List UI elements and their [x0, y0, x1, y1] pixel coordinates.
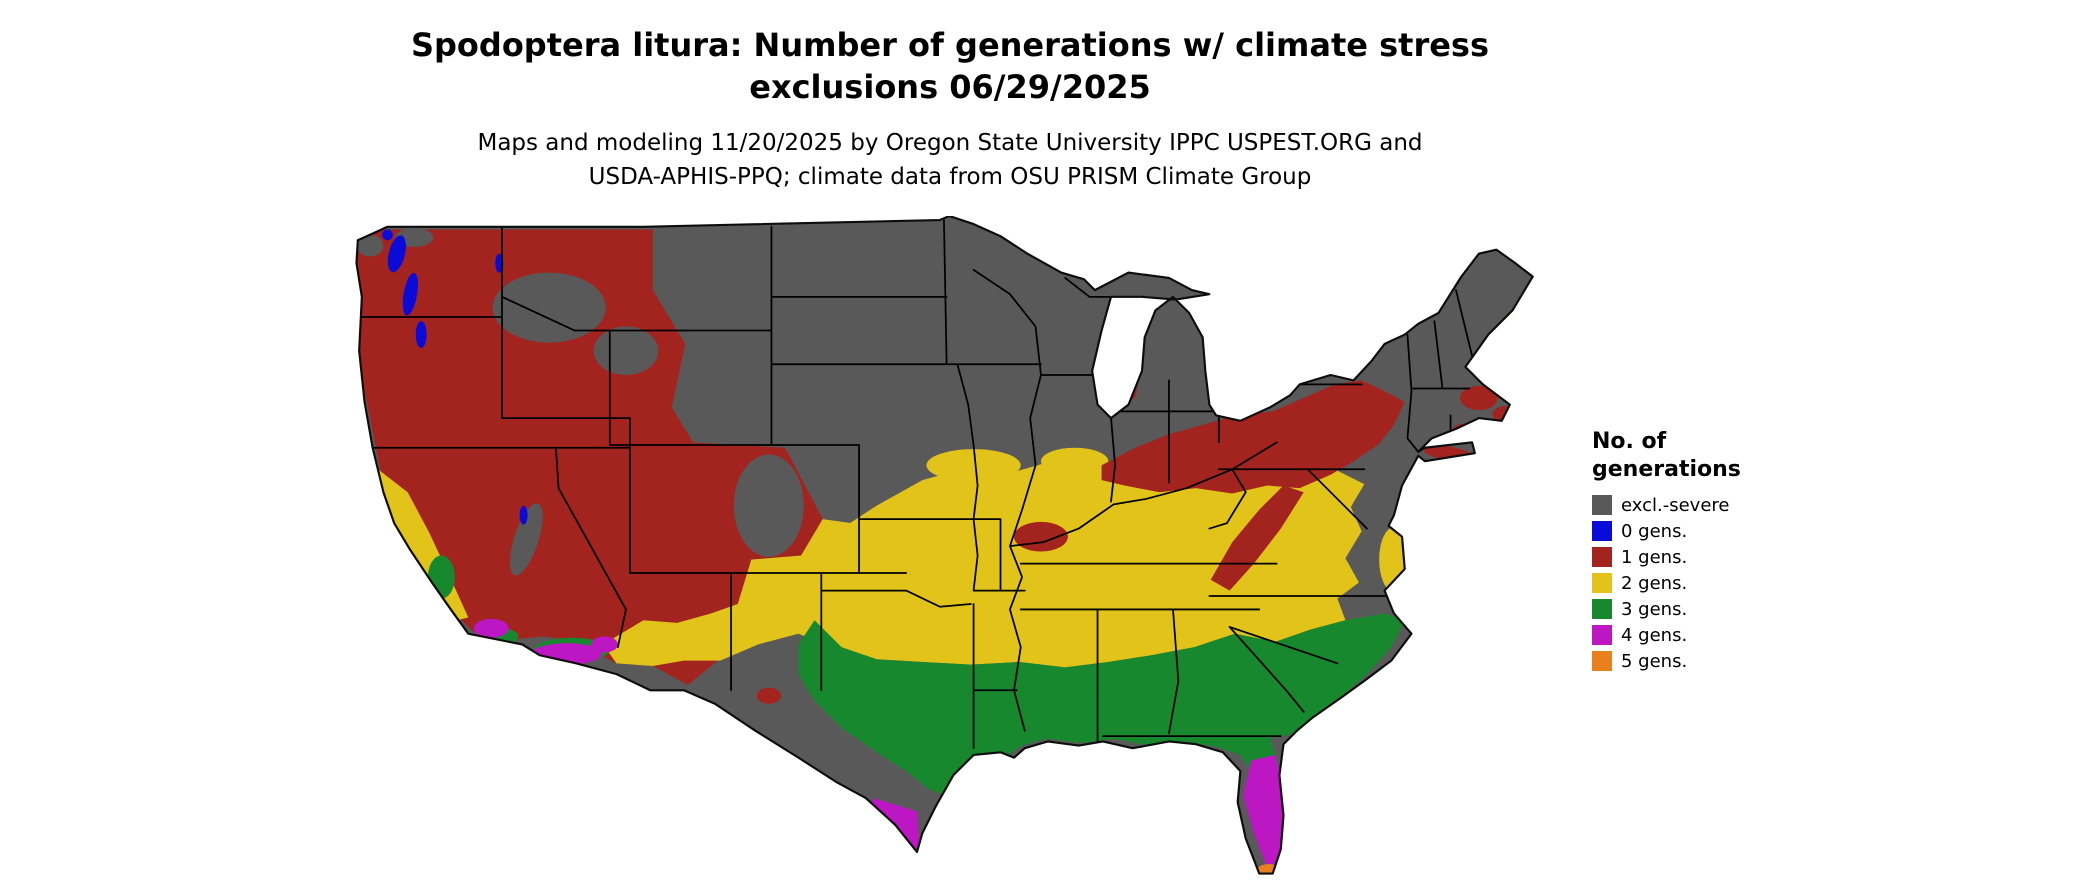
region-4gen-imperial-valley: [473, 618, 509, 638]
legend-title-line1: No. of: [1592, 429, 1667, 454]
map-subtitle-line1: Maps and modeling 11/20/2025 by Oregon S…: [477, 130, 1423, 156]
legend-swatch-2-gens: [1592, 573, 1612, 593]
region-0gen-sierra-crest: [519, 505, 528, 525]
legend-swatch-5-gens: [1592, 651, 1612, 671]
legend-item-excl-severe: excl.-severe: [1592, 492, 1852, 518]
legend-label-2-gens: 2 gens.: [1621, 572, 1688, 594]
legend-swatch-4-gens: [1592, 625, 1612, 645]
legend-swatch-excl-severe: [1592, 495, 1612, 515]
region-5gen-south-florida: [1256, 864, 1281, 874]
legend-label-3-gens: 3 gens.: [1621, 598, 1688, 620]
map-subtitle-line2: USDA-APHIS-PPQ; climate data from OSU PR…: [588, 164, 1312, 190]
legend-label-excl-severe: excl.-severe: [1621, 494, 1730, 516]
legend-item-2-gens: 2 gens.: [1592, 570, 1852, 596]
legend-item-0-gens: 0 gens.: [1592, 518, 1852, 544]
map-legend: No. of generations excl.-severe 0 gens. …: [1592, 428, 1852, 674]
region-3gen-san-joaquin: [427, 555, 455, 599]
region-2gen-iowa-bump: [926, 449, 1021, 482]
map-subtitle: Maps and modeling 11/20/2025 by Oregon S…: [0, 126, 1900, 194]
region-0gen-cascades-south: [415, 321, 427, 349]
state-borders: [356, 219, 1476, 750]
us-generations-map: [340, 214, 1560, 887]
legend-label-5-gens: 5 gens.: [1621, 650, 1688, 672]
legend-swatch-0-gens: [1592, 521, 1612, 541]
region-1gen-west-texas-mtns: [756, 687, 781, 704]
region-excl-yellowstone: [593, 326, 659, 375]
region-excl-olympics: [356, 234, 384, 257]
map-color-regions: [356, 216, 1533, 874]
region-excl-colorado-rockies: [733, 454, 804, 557]
region-1gen-east-band: [1101, 380, 1405, 494]
us-outline: [355, 214, 1534, 875]
map-title-line2: exclusions 06/29/2025: [749, 68, 1151, 106]
region-0gen-cascades-north: [387, 235, 406, 273]
legend-label-1-gens: 1 gens.: [1621, 546, 1688, 568]
legend-item-1-gens: 1 gens.: [1592, 544, 1852, 570]
region-1gen-rhode-island: [1451, 423, 1479, 440]
region-4gen-arizona-east: [590, 636, 618, 653]
us-map-svg: [355, 214, 1534, 875]
region-excl-sierra: [509, 503, 543, 576]
region-0gen-puget: [382, 229, 393, 241]
legend-item-3-gens: 3 gens.: [1592, 596, 1852, 622]
title-block: Spodoptera litura: Number of generations…: [0, 24, 1900, 194]
legend-item-5-gens: 5 gens.: [1592, 648, 1852, 674]
region-excl-central-idaho: [492, 272, 606, 343]
region-1gen-mass-coast: [1459, 385, 1498, 411]
region-1gen-west: [356, 229, 823, 685]
map-title-line1: Spodoptera litura: Number of generations…: [410, 26, 1490, 64]
legend-title-line2: generations: [1592, 457, 1741, 482]
legend-label-0-gens: 0 gens.: [1621, 520, 1688, 542]
legend-swatch-3-gens: [1592, 599, 1612, 619]
region-4gen-florida: [1243, 754, 1287, 869]
legend-item-4-gens: 4 gens.: [1592, 622, 1852, 648]
region-0gen-cascades-mid: [402, 272, 418, 316]
region-2gen-illinois-bump: [1040, 447, 1109, 475]
region-2gen-southwest: [603, 519, 866, 667]
region-3gen-south-band: [798, 613, 1405, 796]
legend-title: No. of generations: [1592, 428, 1852, 484]
legend-label-4-gens: 4 gens.: [1621, 624, 1688, 646]
legend-swatch-1-gens: [1592, 547, 1612, 567]
map-title: Spodoptera litura: Number of generations…: [0, 24, 1900, 108]
